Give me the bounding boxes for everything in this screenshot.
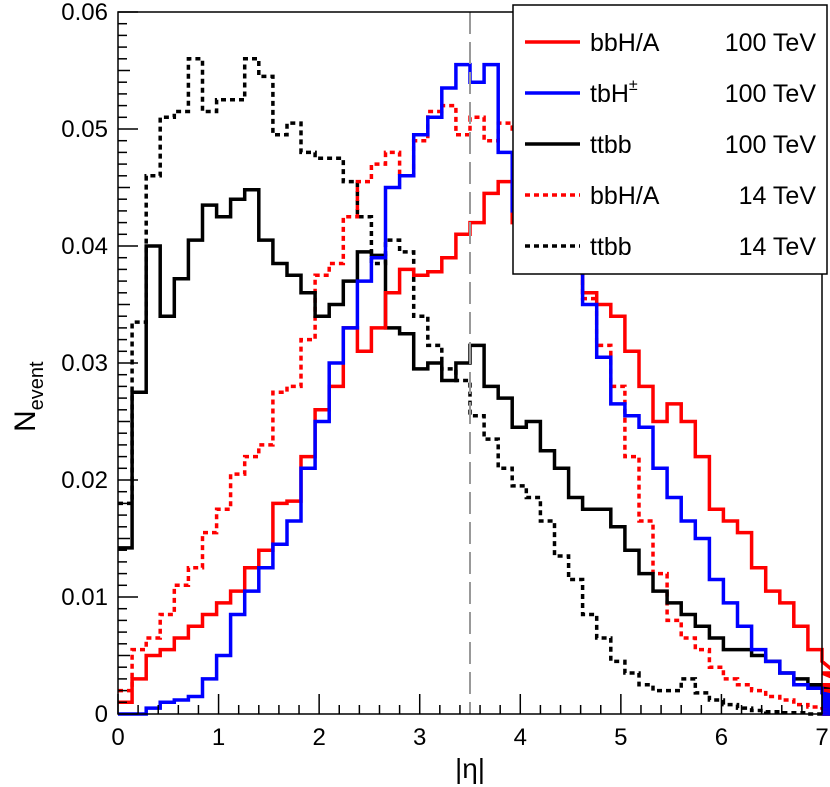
legend-energy: 14 TeV <box>739 233 817 261</box>
series-bbh-a-100-tev <box>118 179 830 716</box>
y-axis-label-sub: event <box>26 361 48 410</box>
series-layer <box>118 57 830 716</box>
x-axis-label: |η| <box>455 753 485 784</box>
series-ttbb-100-tev <box>118 188 830 716</box>
legend-energy: 100 TeV <box>725 29 817 57</box>
y-axis-ticks: 0 0.01 0.02 0.03 0.04 0.05 0.06 <box>61 0 138 728</box>
x-tick-label: 1 <box>212 724 225 751</box>
series-tbh-100-tev <box>118 62 830 716</box>
y-tick-label: 0.02 <box>61 467 108 494</box>
x-tick-label: 5 <box>614 724 627 751</box>
legend-label: bbH/A <box>590 182 660 210</box>
y-tick-label: 0.03 <box>61 350 108 377</box>
y-axis-label: Nevent <box>9 361 48 432</box>
series-bbh-a-14-tev <box>118 103 830 716</box>
x-tick-label: 0 <box>111 724 124 751</box>
x-tick-label: 4 <box>514 724 527 751</box>
legend-label: ttbb <box>590 233 632 261</box>
legend-label: ttbb <box>590 131 632 159</box>
legend-label-superscript: ± <box>629 77 638 94</box>
y-tick-label: 0.04 <box>61 233 108 260</box>
legend-energy: 14 TeV <box>739 182 817 210</box>
x-axis-ticks: 0 1 2 3 4 5 6 7 <box>111 694 829 751</box>
svg-text:Nevent: Nevent <box>9 361 48 432</box>
y-tick-label: 0.05 <box>61 116 108 143</box>
legend-energy: 100 TeV <box>725 131 817 159</box>
legend-label: bbH/A <box>590 29 660 57</box>
x-tick-label: 2 <box>312 724 325 751</box>
x-tick-label: 6 <box>715 724 728 751</box>
legend-energy: 100 TeV <box>725 80 817 108</box>
x-tick-label: 7 <box>815 724 828 751</box>
y-tick-label: 0.06 <box>61 0 108 26</box>
y-axis-label-main: N <box>9 410 42 432</box>
y-tick-label: 0.01 <box>61 584 108 611</box>
legend-box <box>512 4 828 275</box>
x-tick-label: 3 <box>413 724 426 751</box>
series-ttbb-14-tev <box>118 57 830 716</box>
y-tick-label: 0 <box>95 701 108 728</box>
